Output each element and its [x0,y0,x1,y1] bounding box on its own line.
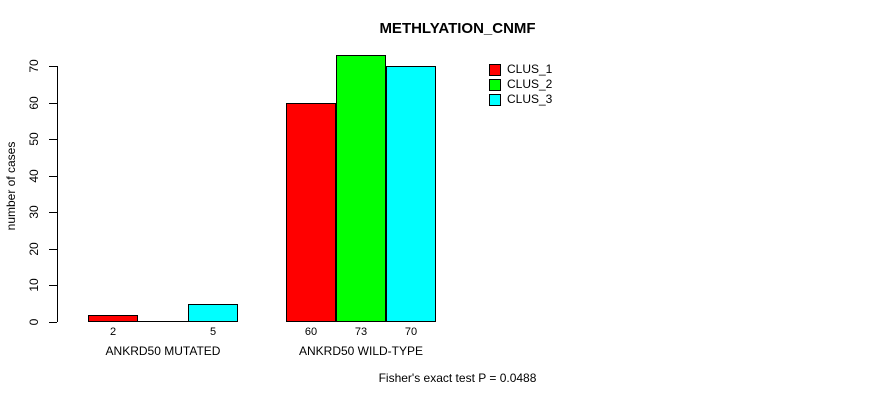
bar-zero-clus_2 [138,321,188,322]
bar-value-label: 70 [404,326,418,338]
y-axis-tick-label: 50 [27,132,41,146]
bar-clus_3 [188,304,238,322]
legend-label: CLUS_2 [507,77,553,91]
annotation-text: Fisher's exact test P = 0.0488 [378,371,537,385]
legend-swatch-clus_2 [489,78,501,91]
y-axis-tick-label: 40 [27,169,41,183]
y-axis-tick [49,322,57,323]
bar-clus_3 [386,66,436,322]
y-axis-line [57,66,58,322]
y-axis-tick-label: 20 [27,242,41,256]
y-axis-tick [49,175,57,177]
legend-swatch-clus_1 [489,63,501,76]
bar-value-label: 73 [354,326,368,338]
legend-item: CLUS_3 [489,92,552,107]
y-axis-tick [49,66,57,67]
y-axis-label: number of cases [4,141,18,231]
legend: CLUS_1 CLUS_2 CLUS_3 [489,62,552,107]
bar-clus_2 [336,55,386,322]
y-axis-tick [49,212,57,214]
y-axis-tick-label: 60 [27,95,41,110]
y-axis-tick-label: 70 [27,59,41,73]
legend-item: CLUS_1 [489,62,552,77]
legend-label: CLUS_1 [507,62,553,76]
bar-value-label: 5 [209,326,217,338]
y-axis-tick [49,285,57,287]
x-category-label: ANKRD50 MUTATED [105,344,221,358]
legend-swatch-clus_3 [489,93,501,106]
y-axis-tick-label: 0 [27,318,41,326]
legend-item: CLUS_2 [489,77,552,92]
y-axis-tick [49,248,57,250]
y-axis-tick [49,102,57,104]
y-axis-tick [49,139,57,141]
y-axis-tick-label: 30 [27,205,41,219]
bar-value-label: 60 [304,326,318,338]
y-axis-tick-label: 10 [27,278,41,293]
bar-value-label: 2 [109,326,117,338]
legend-label: CLUS_3 [507,92,553,106]
bar-clus_1 [286,103,336,322]
bar-clus_1 [88,315,138,322]
chart-title: METHLYATION_CNMF [379,20,536,37]
x-category-label: ANKRD50 WILD-TYPE [298,344,424,358]
